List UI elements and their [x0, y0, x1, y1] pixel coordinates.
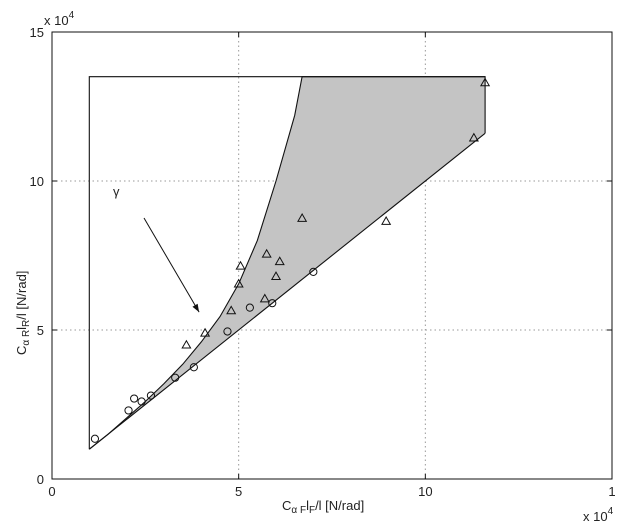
x-tick-label: 0: [48, 484, 55, 499]
y-tick-label: 10: [30, 174, 44, 189]
circle-marker: [125, 407, 132, 414]
annotation-arrow-head: [192, 304, 199, 312]
gamma-annotation: γ: [113, 184, 199, 312]
y-multiplier: x 104: [44, 10, 75, 28]
circle-marker: [131, 395, 138, 402]
triangle-marker: [382, 217, 390, 224]
circle-marker: [91, 435, 98, 442]
y-tick-label: 5: [37, 323, 44, 338]
triangle-marker: [182, 341, 190, 348]
y-axis-label: Cα RlR/l [N/rad]: [14, 271, 32, 355]
annotation-label: γ: [113, 184, 120, 199]
x-axis-label: Cα FlF/l [N/rad]: [282, 498, 364, 516]
y-tick-label: 0: [37, 472, 44, 487]
x-multiplier: x 104: [583, 506, 614, 524]
triangle-marker: [236, 262, 244, 269]
y-tick-label: 15: [30, 25, 44, 40]
x-tick-label: 1: [608, 484, 615, 499]
x-tick-label: 5: [235, 484, 242, 499]
annotation-arrow-line: [144, 218, 199, 312]
x-tick-label: 10: [418, 484, 432, 499]
